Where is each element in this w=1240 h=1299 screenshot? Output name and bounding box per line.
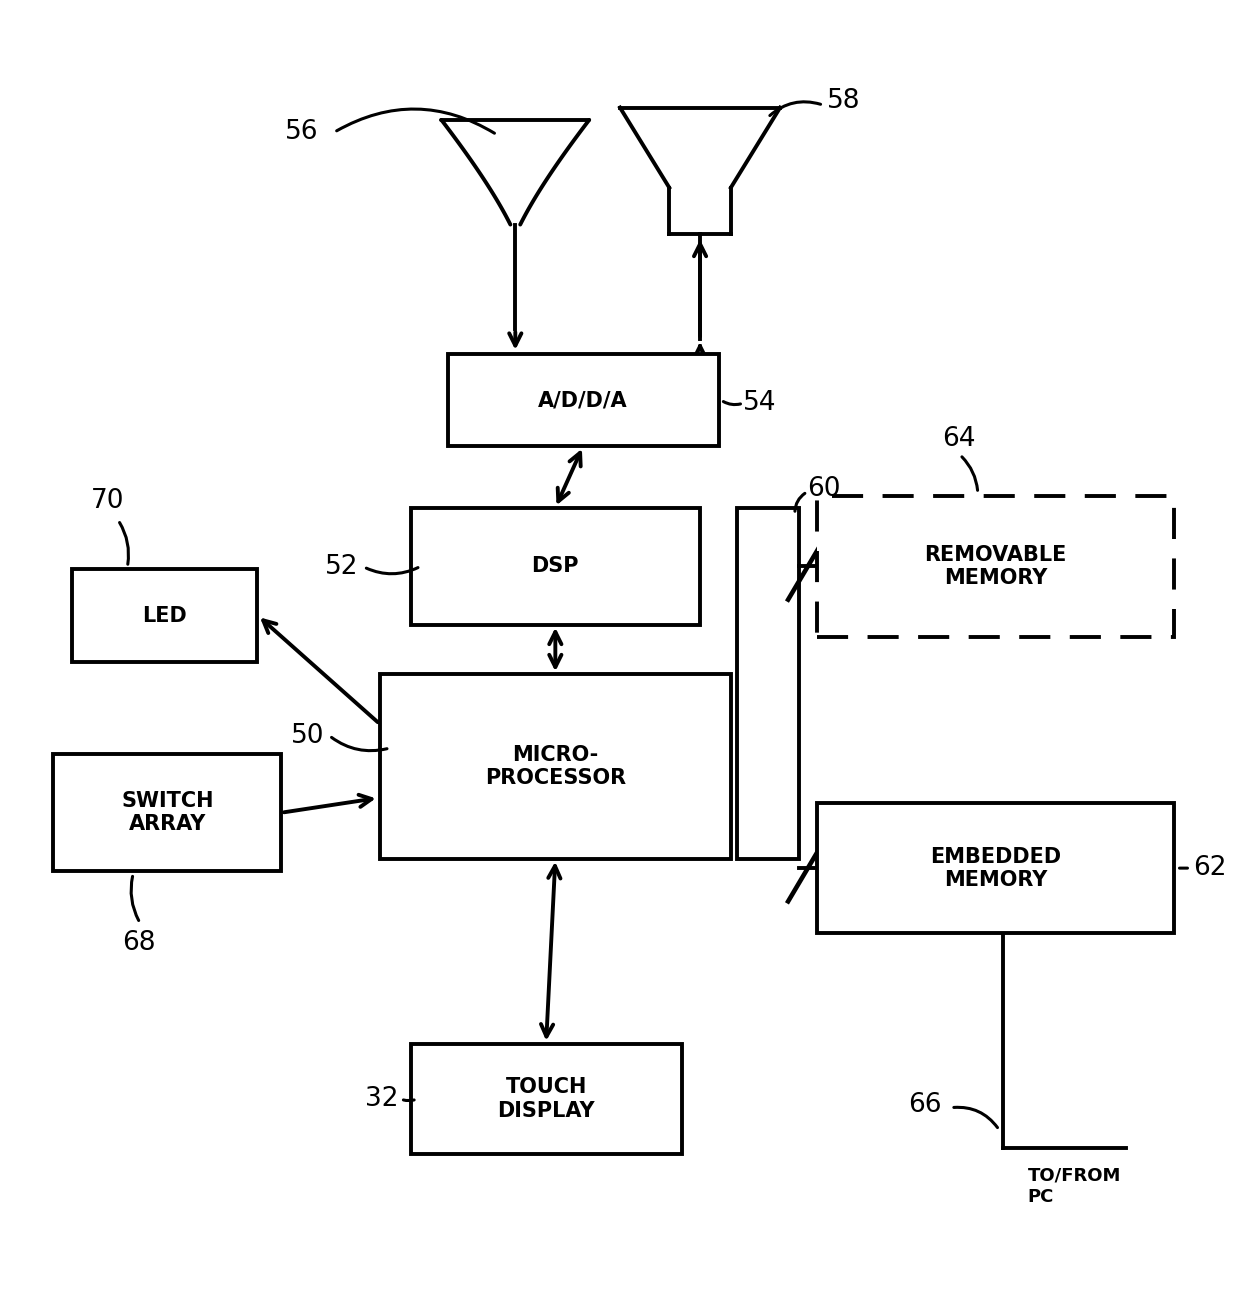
Text: 60: 60 bbox=[807, 477, 841, 503]
Bar bbox=[72, 569, 257, 661]
Text: 70: 70 bbox=[91, 488, 124, 514]
Text: TO/FROM
PC: TO/FROM PC bbox=[1028, 1167, 1121, 1205]
Text: DSP: DSP bbox=[532, 556, 579, 577]
Bar bbox=[410, 1043, 682, 1155]
Bar bbox=[410, 508, 701, 625]
Text: LED: LED bbox=[141, 605, 187, 626]
Bar bbox=[53, 755, 281, 872]
Text: EMBEDDED
MEMORY: EMBEDDED MEMORY bbox=[930, 847, 1061, 890]
Text: A/D/D/A: A/D/D/A bbox=[538, 390, 627, 410]
Text: 52: 52 bbox=[325, 553, 358, 579]
Bar bbox=[817, 804, 1174, 933]
Text: 56: 56 bbox=[285, 120, 319, 145]
Bar bbox=[817, 495, 1174, 638]
Bar bbox=[448, 353, 718, 447]
Text: 68: 68 bbox=[122, 930, 155, 956]
Text: REMOVABLE
MEMORY: REMOVABLE MEMORY bbox=[925, 544, 1066, 588]
Text: 58: 58 bbox=[827, 88, 861, 114]
Bar bbox=[379, 674, 730, 859]
Text: 66: 66 bbox=[908, 1092, 941, 1118]
Text: 62: 62 bbox=[1193, 855, 1226, 881]
Text: MICRO-
PROCESSOR: MICRO- PROCESSOR bbox=[485, 744, 626, 788]
Text: TOUCH
DISPLAY: TOUCH DISPLAY bbox=[497, 1077, 595, 1121]
Text: 50: 50 bbox=[291, 722, 325, 748]
Text: 32: 32 bbox=[365, 1086, 398, 1112]
Text: 64: 64 bbox=[942, 426, 976, 452]
Bar bbox=[737, 508, 799, 859]
Text: SWITCH
ARRAY: SWITCH ARRAY bbox=[122, 791, 213, 834]
Text: 54: 54 bbox=[743, 390, 776, 416]
